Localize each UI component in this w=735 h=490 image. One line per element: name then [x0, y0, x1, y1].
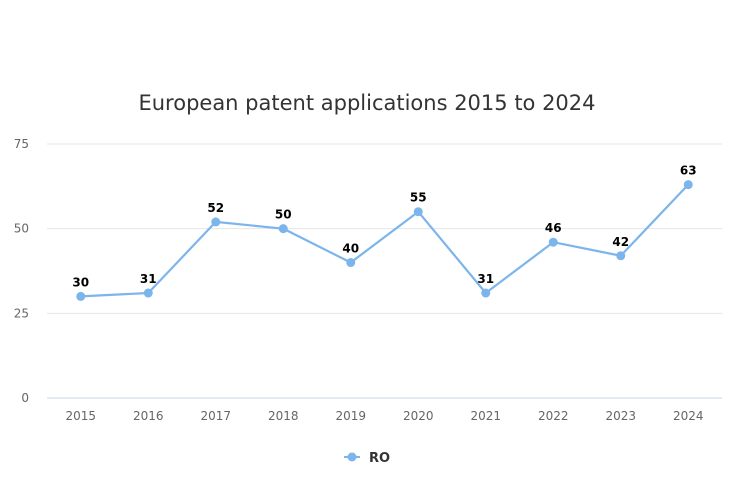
data-label: 42 — [612, 235, 629, 249]
data-label: 31 — [477, 272, 494, 286]
data-point[interactable] — [76, 291, 86, 301]
data-label: 52 — [207, 201, 224, 215]
x-tick-label: 2017 — [200, 409, 231, 423]
series-group — [76, 180, 693, 301]
y-tick-label: 50 — [14, 222, 29, 236]
data-point[interactable] — [548, 237, 558, 247]
data-point[interactable] — [413, 207, 423, 217]
y-tick-label: 75 — [14, 137, 29, 151]
x-tick-label: 2020 — [403, 409, 434, 423]
data-point[interactable] — [616, 251, 626, 261]
legend-label: RO — [369, 451, 390, 466]
legend-marker-icon — [347, 452, 357, 462]
data-label: 63 — [680, 164, 697, 178]
x-tick-label: 2022 — [538, 409, 569, 423]
x-tick-label: 2015 — [65, 409, 96, 423]
data-point[interactable] — [683, 180, 693, 190]
x-tick-label: 2019 — [335, 409, 366, 423]
legend[interactable]: RO — [344, 451, 390, 466]
grid-lines — [47, 143, 722, 399]
x-axis-ticks: 2015 2016 2017 2018 2019 2020 2021 2022 2023 2024 — [65, 409, 703, 423]
data-point[interactable] — [481, 288, 491, 298]
chart-title: European patent applications 2015 to 202… — [138, 91, 595, 115]
data-labels: 30 31 52 50 40 55 31 46 42 63 — [72, 164, 696, 290]
series-line — [80, 183, 690, 298]
x-tick-label: 2021 — [470, 409, 501, 423]
data-label: 46 — [545, 221, 562, 235]
data-label: 31 — [140, 272, 157, 286]
x-tick-label: 2018 — [268, 409, 299, 423]
data-label: 55 — [410, 191, 427, 205]
x-tick-label: 2023 — [605, 409, 636, 423]
y-axis-ticks: 0 25 50 75 — [14, 137, 29, 405]
data-point[interactable] — [211, 217, 221, 227]
data-point[interactable] — [346, 258, 356, 268]
data-point[interactable] — [143, 288, 153, 298]
y-tick-label: 0 — [21, 391, 29, 405]
y-tick-label: 25 — [14, 306, 29, 320]
x-tick-label: 2024 — [673, 409, 704, 423]
data-label: 50 — [275, 208, 292, 222]
data-label: 30 — [72, 275, 89, 289]
data-label: 40 — [342, 242, 359, 256]
x-tick-label: 2016 — [133, 409, 164, 423]
data-point[interactable] — [278, 224, 288, 234]
